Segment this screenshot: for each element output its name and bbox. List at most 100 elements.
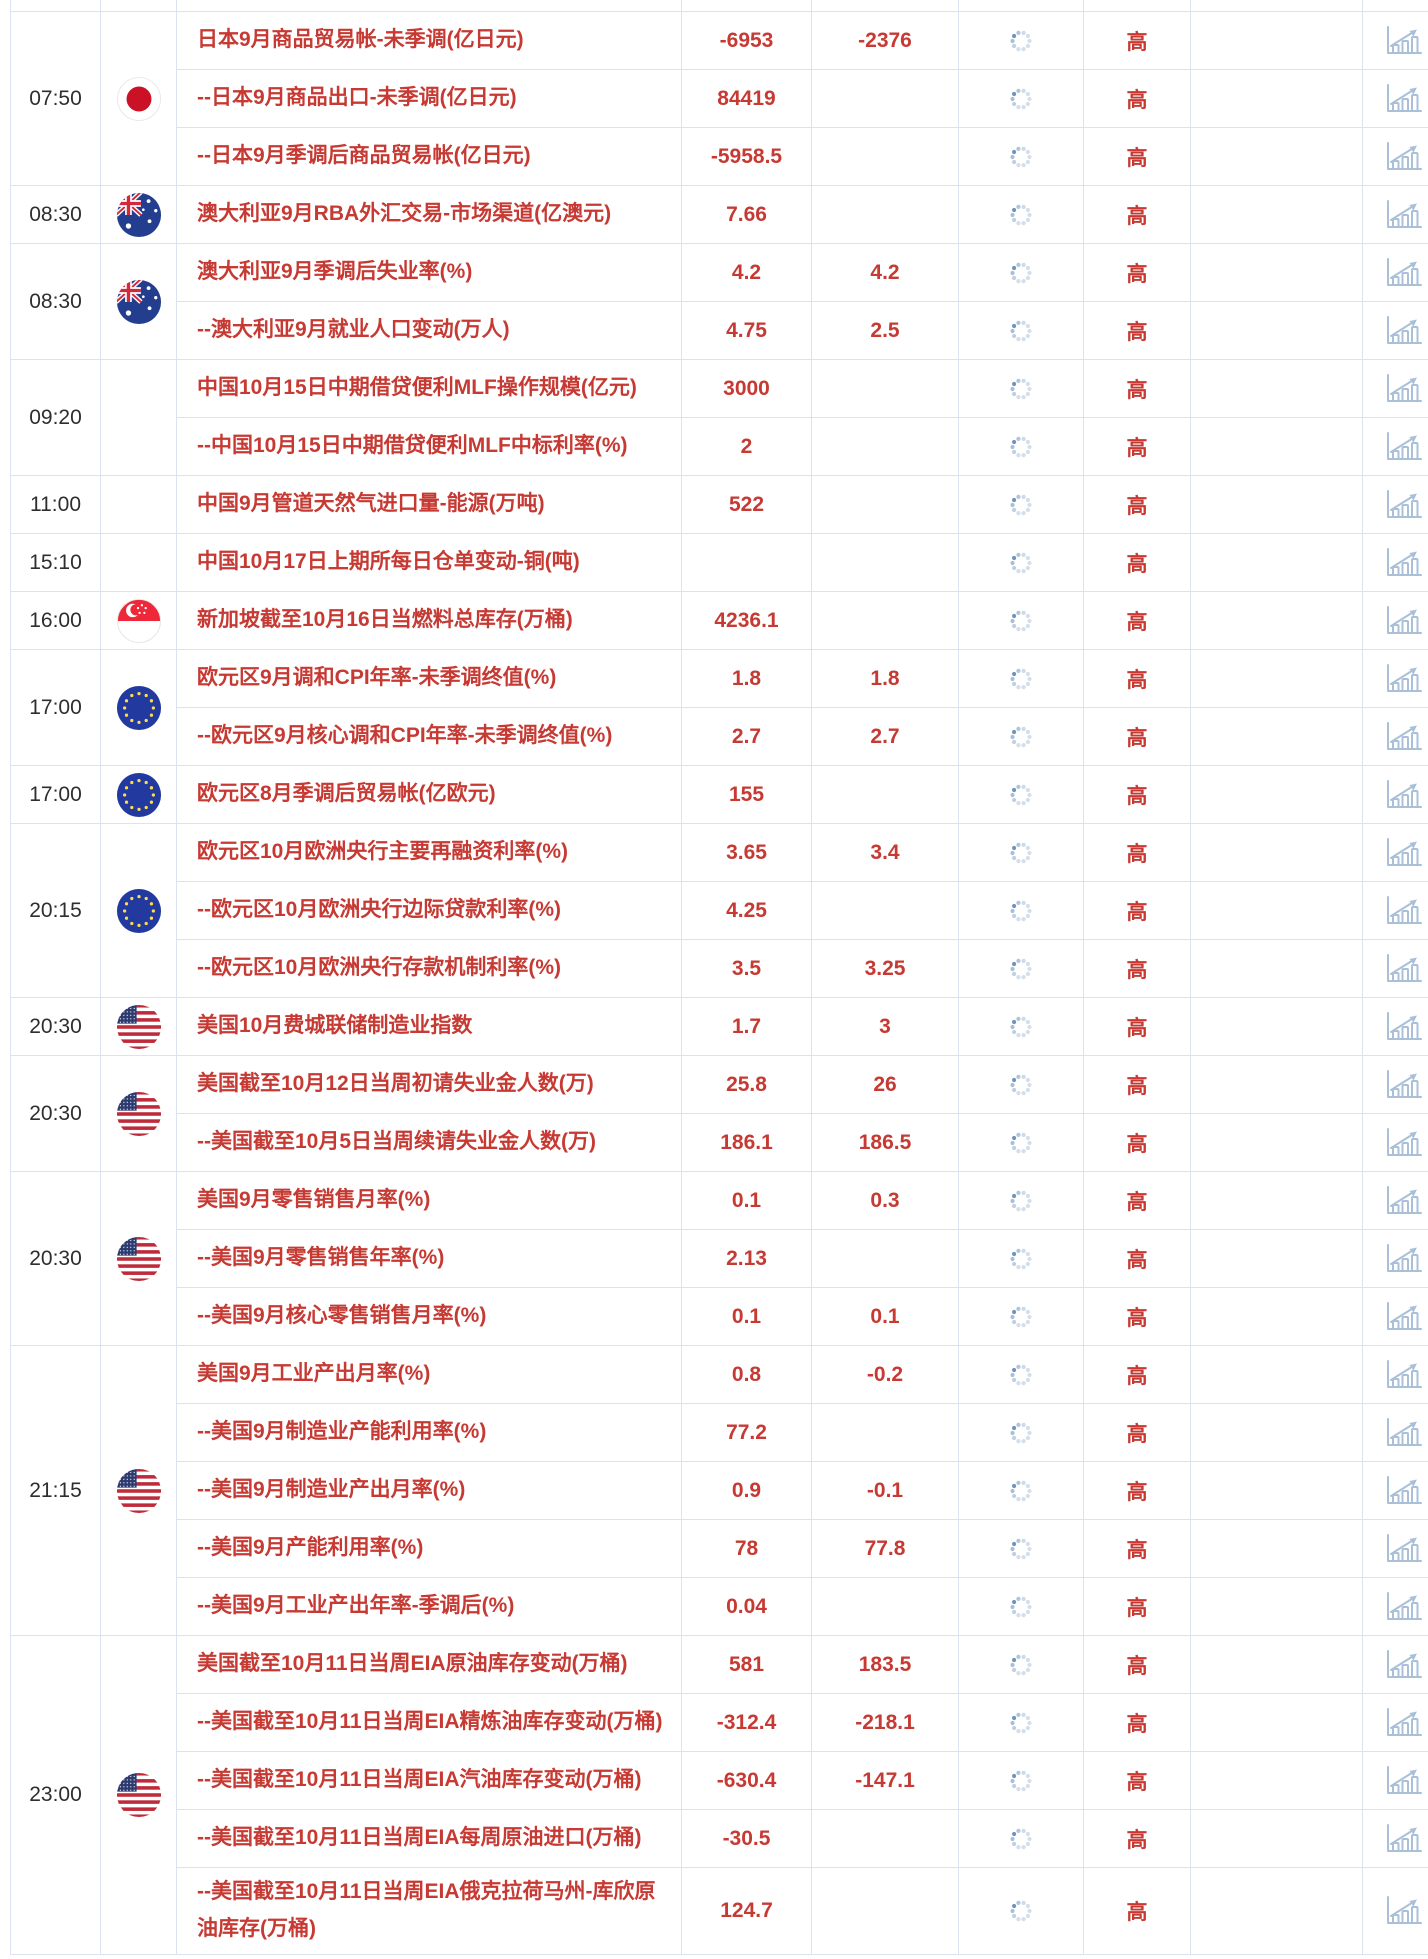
time-cell: 20:15: [10, 823, 101, 998]
event-name: --美国9月制造业产出月率(%): [176, 1461, 682, 1520]
event-name: 中国9月管道天然气进口量-能源(万吨): [176, 475, 682, 534]
actual-value: -30.5: [681, 1809, 812, 1868]
bar-chart-icon[interactable]: [1369, 778, 1423, 811]
event-name: 中国10月17日上期所每日仓单变动-铜(吨): [176, 533, 682, 592]
event-name: --欧元区10月欧洲央行边际贷款利率(%): [176, 881, 682, 940]
loading-spinner-icon: [1009, 145, 1033, 169]
bar-chart-icon[interactable]: [1369, 488, 1423, 521]
bar-chart-icon[interactable]: [1369, 1068, 1423, 1101]
forecast-value: 77.8: [811, 1519, 959, 1578]
forecast-value: [811, 69, 959, 128]
empty-cell: [1190, 417, 1363, 476]
actual-value: 3000: [681, 359, 812, 418]
bar-chart-icon[interactable]: [1369, 1010, 1423, 1043]
flag-icon-australia: [116, 192, 162, 238]
table-row: --日本9月商品出口-未季调(亿日元) 84419 高: [11, 69, 1428, 128]
importance-badge: 高: [1083, 1693, 1191, 1752]
table-row: --日本9月季调后商品贸易帐(亿日元) -5958.5 高: [11, 127, 1428, 186]
table-row: 23:00 美国截至10月11日当周EIA原油库存变动(万桶) 581 183.5: [10, 1635, 1428, 1955]
bar-chart-icon[interactable]: [1369, 1242, 1423, 1275]
bar-chart-icon[interactable]: [1369, 1184, 1423, 1217]
bar-chart-icon[interactable]: [1369, 1894, 1423, 1927]
bar-chart-icon[interactable]: [1369, 546, 1423, 579]
flag-cell: [100, 997, 177, 1056]
actual-value: 0.1: [681, 1287, 812, 1346]
bar-chart-icon[interactable]: [1369, 1822, 1423, 1855]
forecast-value: [811, 1809, 959, 1868]
bar-chart-icon[interactable]: [1369, 430, 1423, 463]
bar-chart-icon[interactable]: [1369, 836, 1423, 869]
status-cell: [958, 301, 1084, 360]
loading-spinner-icon: [1009, 1247, 1033, 1271]
bar-chart-icon[interactable]: [1369, 1532, 1423, 1565]
table-row: 07:50 日本9月商品贸易帐-未季调(亿日元) -6953 -2376 高: [10, 11, 1428, 186]
forecast-value: 2.7: [811, 707, 959, 766]
actual-value: 3.65: [681, 823, 812, 882]
bar-chart-icon[interactable]: [1369, 894, 1423, 927]
actual-value: 7.66: [681, 185, 812, 244]
bar-chart-icon[interactable]: [1369, 1126, 1423, 1159]
actual-value: 581: [681, 1635, 812, 1694]
bar-chart-icon[interactable]: [1369, 1358, 1423, 1391]
forecast-value: 186.5: [811, 1113, 959, 1172]
importance-badge: 高: [1083, 881, 1191, 940]
empty-cell: [1190, 0, 1363, 12]
forecast-value: 3: [811, 997, 959, 1056]
importance-badge: 高: [1083, 11, 1191, 70]
forecast-value: 4.2: [811, 243, 959, 302]
event-name: 美国9月零售销售月率(%): [176, 1171, 682, 1230]
loading-spinner-icon: [1009, 1653, 1033, 1677]
status-cell: [958, 649, 1084, 708]
forecast-value: [811, 765, 959, 824]
bar-chart-icon[interactable]: [1369, 604, 1423, 637]
chart-cell: [1362, 475, 1428, 534]
bar-chart-icon[interactable]: [1369, 1590, 1423, 1623]
bar-chart-icon[interactable]: [1369, 314, 1423, 347]
importance-badge: 高: [1083, 69, 1191, 128]
forecast-value: 2.5: [811, 301, 959, 360]
event-time: 07:50: [29, 86, 82, 110]
flag-cell: [100, 359, 177, 476]
bar-chart-icon[interactable]: [1369, 952, 1423, 985]
forecast-value: [811, 1867, 959, 1955]
bar-chart-icon[interactable]: [1369, 256, 1423, 289]
chart-cell: [1362, 1519, 1428, 1578]
bar-chart-icon[interactable]: [1369, 1764, 1423, 1797]
event-name: 日本9月商品贸易帐-未季调(亿日元): [176, 11, 682, 70]
bar-chart-icon[interactable]: [1369, 662, 1423, 695]
bar-chart-icon[interactable]: [1369, 140, 1423, 173]
bar-chart-icon[interactable]: [1369, 372, 1423, 405]
table-row: --欧元区10月欧洲央行边际贷款利率(%) 4.25 高: [11, 881, 1428, 940]
table-row: --美国截至10月11日当周EIA精炼油库存变动(万桶) -312.4 -218.1…: [11, 1693, 1428, 1752]
bar-chart-icon[interactable]: [1369, 82, 1423, 115]
status-cell: [958, 185, 1084, 244]
chart-cell: [1362, 997, 1428, 1056]
bar-chart-icon[interactable]: [1369, 1706, 1423, 1739]
loading-spinner-icon: [1009, 493, 1033, 517]
status-cell: [958, 1113, 1084, 1172]
bar-chart-icon[interactable]: [1369, 24, 1423, 57]
status-cell: [958, 1867, 1084, 1955]
importance-badge: 高: [1083, 243, 1191, 302]
time-cell: 17:00: [10, 649, 101, 766]
importance-badge: 高: [1083, 997, 1191, 1056]
bar-chart-icon[interactable]: [1369, 720, 1423, 753]
time-cell: 23:00: [10, 1635, 101, 1955]
bar-chart-icon[interactable]: [1369, 1300, 1423, 1333]
empty-cell: [1190, 707, 1363, 766]
importance-badge: 高: [1083, 533, 1191, 592]
empty-cell: [1190, 823, 1363, 882]
status-cell: [958, 533, 1084, 592]
importance-badge: 高: [1083, 1809, 1191, 1868]
bar-chart-icon[interactable]: [1369, 198, 1423, 231]
time-cell: 15:10: [10, 533, 101, 592]
bar-chart-icon[interactable]: [1369, 1474, 1423, 1507]
chart-cell: [1362, 185, 1428, 244]
bar-chart-icon[interactable]: [1369, 1416, 1423, 1449]
time-cell: 16:00: [10, 591, 101, 650]
event-name: 美国截至10月11日当周EIA原油库存变动(万桶): [176, 1635, 682, 1694]
forecast-value: 0.3: [811, 1171, 959, 1230]
bar-chart-icon[interactable]: [1369, 1648, 1423, 1681]
empty-cell: [1190, 11, 1363, 70]
actual-value: 4.2: [681, 243, 812, 302]
